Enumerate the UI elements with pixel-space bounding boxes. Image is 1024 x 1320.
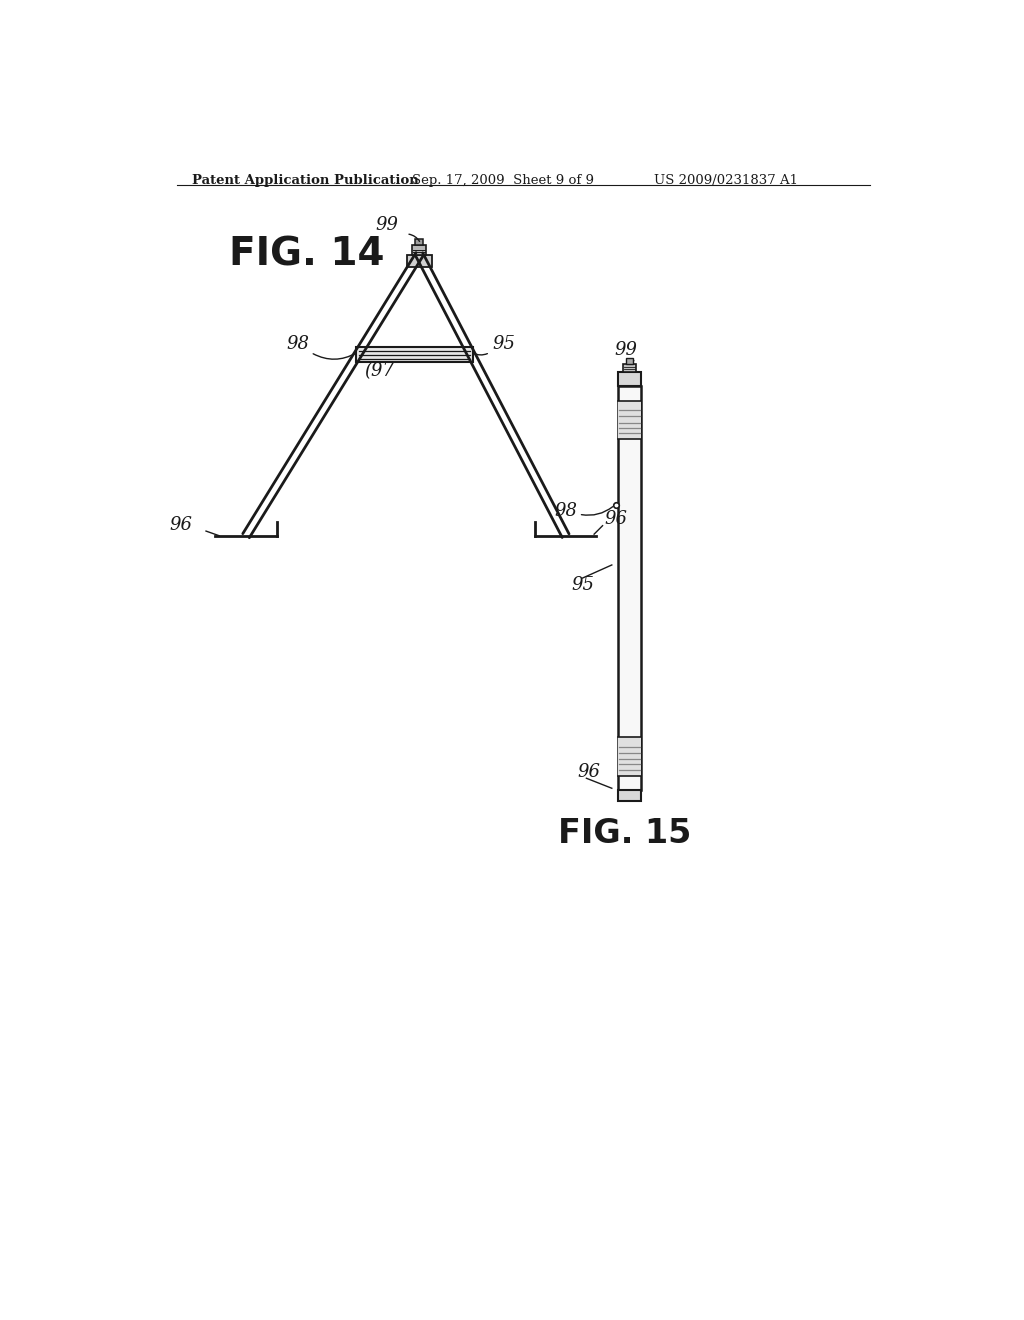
Bar bbox=[356, 347, 473, 363]
Bar bbox=[416, 239, 423, 246]
Bar bbox=[617, 401, 641, 440]
Bar bbox=[617, 738, 641, 776]
Bar bbox=[617, 372, 641, 385]
Text: 96: 96 bbox=[169, 516, 193, 533]
Text: US 2009/0231837 A1: US 2009/0231837 A1 bbox=[654, 174, 798, 187]
Text: Patent Application Publication: Patent Application Publication bbox=[193, 174, 419, 187]
Text: 99: 99 bbox=[376, 216, 398, 234]
Text: FIG. 14: FIG. 14 bbox=[229, 235, 385, 273]
Text: Sep. 17, 2009  Sheet 9 of 9: Sep. 17, 2009 Sheet 9 of 9 bbox=[412, 174, 594, 187]
Text: 98: 98 bbox=[286, 335, 309, 354]
Bar bbox=[407, 255, 432, 267]
Bar bbox=[624, 364, 636, 372]
Text: 95: 95 bbox=[571, 576, 594, 594]
Bar bbox=[617, 789, 641, 800]
Text: 96: 96 bbox=[604, 510, 627, 528]
Text: 98: 98 bbox=[554, 503, 578, 520]
Text: FIG. 15: FIG. 15 bbox=[558, 817, 691, 850]
Text: 96: 96 bbox=[578, 763, 600, 780]
Text: 95: 95 bbox=[493, 335, 515, 354]
Text: (97: (97 bbox=[364, 362, 394, 380]
Bar bbox=[617, 385, 641, 789]
Bar bbox=[413, 246, 426, 255]
Text: 99: 99 bbox=[614, 341, 637, 359]
Bar bbox=[626, 358, 633, 364]
